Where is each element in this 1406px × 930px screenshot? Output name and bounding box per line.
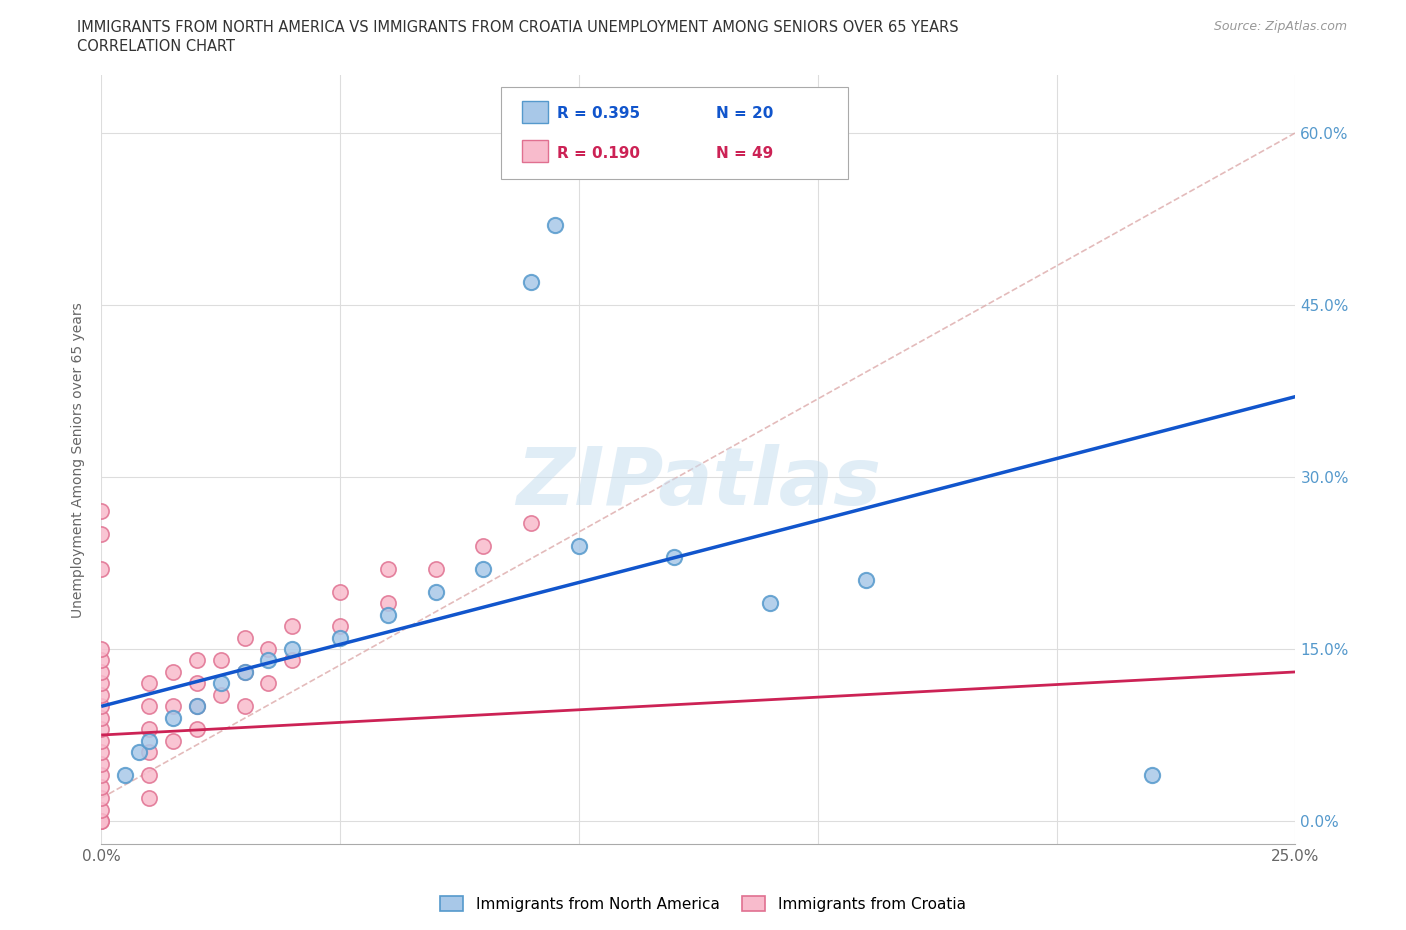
Point: [90, 745, 112, 760]
Point: [90, 504, 112, 519]
Point: [520, 515, 543, 530]
Point: [759, 595, 782, 610]
FancyBboxPatch shape: [522, 140, 548, 163]
Point: [186, 676, 208, 691]
Point: [128, 745, 150, 760]
Point: [90, 768, 112, 783]
Text: N = 20: N = 20: [716, 106, 773, 122]
Point: [520, 274, 543, 289]
Point: [257, 653, 280, 668]
Point: [1140, 768, 1163, 783]
Text: R = 0.395: R = 0.395: [557, 106, 641, 122]
Point: [138, 676, 160, 691]
Point: [472, 561, 495, 576]
Text: R = 0.190: R = 0.190: [557, 146, 640, 161]
Point: [281, 653, 304, 668]
Point: [329, 584, 352, 599]
Point: [209, 653, 232, 668]
Point: [233, 665, 256, 680]
Point: [90, 526, 112, 541]
Point: [138, 768, 160, 783]
Point: [233, 699, 256, 714]
Point: [138, 745, 160, 760]
Point: [138, 699, 160, 714]
Point: [90, 814, 112, 829]
FancyBboxPatch shape: [522, 101, 548, 123]
Point: [186, 653, 208, 668]
Point: [186, 699, 208, 714]
Point: [90, 779, 112, 794]
Point: [377, 595, 399, 610]
Point: [90, 561, 112, 576]
Point: [664, 550, 686, 565]
Point: [90, 734, 112, 749]
Point: [544, 217, 567, 232]
Point: [138, 790, 160, 805]
Point: [90, 699, 112, 714]
Point: [281, 642, 304, 657]
Point: [90, 790, 112, 805]
Point: [257, 642, 280, 657]
Point: [233, 665, 256, 680]
Point: [162, 699, 184, 714]
Point: [138, 722, 160, 737]
Point: [162, 734, 184, 749]
Point: [162, 665, 184, 680]
Point: [186, 722, 208, 737]
Text: IMMIGRANTS FROM NORTH AMERICA VS IMMIGRANTS FROM CROATIA UNEMPLOYMENT AMONG SENI: IMMIGRANTS FROM NORTH AMERICA VS IMMIGRA…: [77, 20, 959, 35]
Point: [90, 756, 112, 771]
FancyBboxPatch shape: [502, 87, 848, 179]
Point: [472, 538, 495, 553]
Point: [377, 561, 399, 576]
Legend: Immigrants from North America, Immigrants from Croatia: Immigrants from North America, Immigrant…: [434, 889, 972, 918]
Point: [162, 711, 184, 725]
Point: [90, 722, 112, 737]
Point: [90, 711, 112, 725]
Point: [281, 618, 304, 633]
Point: [209, 687, 232, 702]
Point: [90, 665, 112, 680]
Point: [209, 676, 232, 691]
Point: [186, 699, 208, 714]
Point: [138, 734, 160, 749]
Point: [114, 768, 136, 783]
Point: [257, 676, 280, 691]
Point: [568, 538, 591, 553]
Text: CORRELATION CHART: CORRELATION CHART: [77, 39, 235, 54]
Point: [855, 573, 877, 588]
Point: [425, 584, 447, 599]
Point: [90, 803, 112, 817]
Point: [233, 631, 256, 645]
Point: [90, 814, 112, 829]
Point: [90, 653, 112, 668]
Point: [377, 607, 399, 622]
Point: [90, 642, 112, 657]
Point: [425, 561, 447, 576]
Text: N = 49: N = 49: [716, 146, 773, 161]
Text: ZIPatlas: ZIPatlas: [516, 444, 880, 522]
Point: [329, 631, 352, 645]
Y-axis label: Unemployment Among Seniors over 65 years: Unemployment Among Seniors over 65 years: [72, 302, 86, 618]
Point: [90, 676, 112, 691]
Text: Source: ZipAtlas.com: Source: ZipAtlas.com: [1213, 20, 1347, 33]
Point: [329, 618, 352, 633]
Point: [90, 687, 112, 702]
